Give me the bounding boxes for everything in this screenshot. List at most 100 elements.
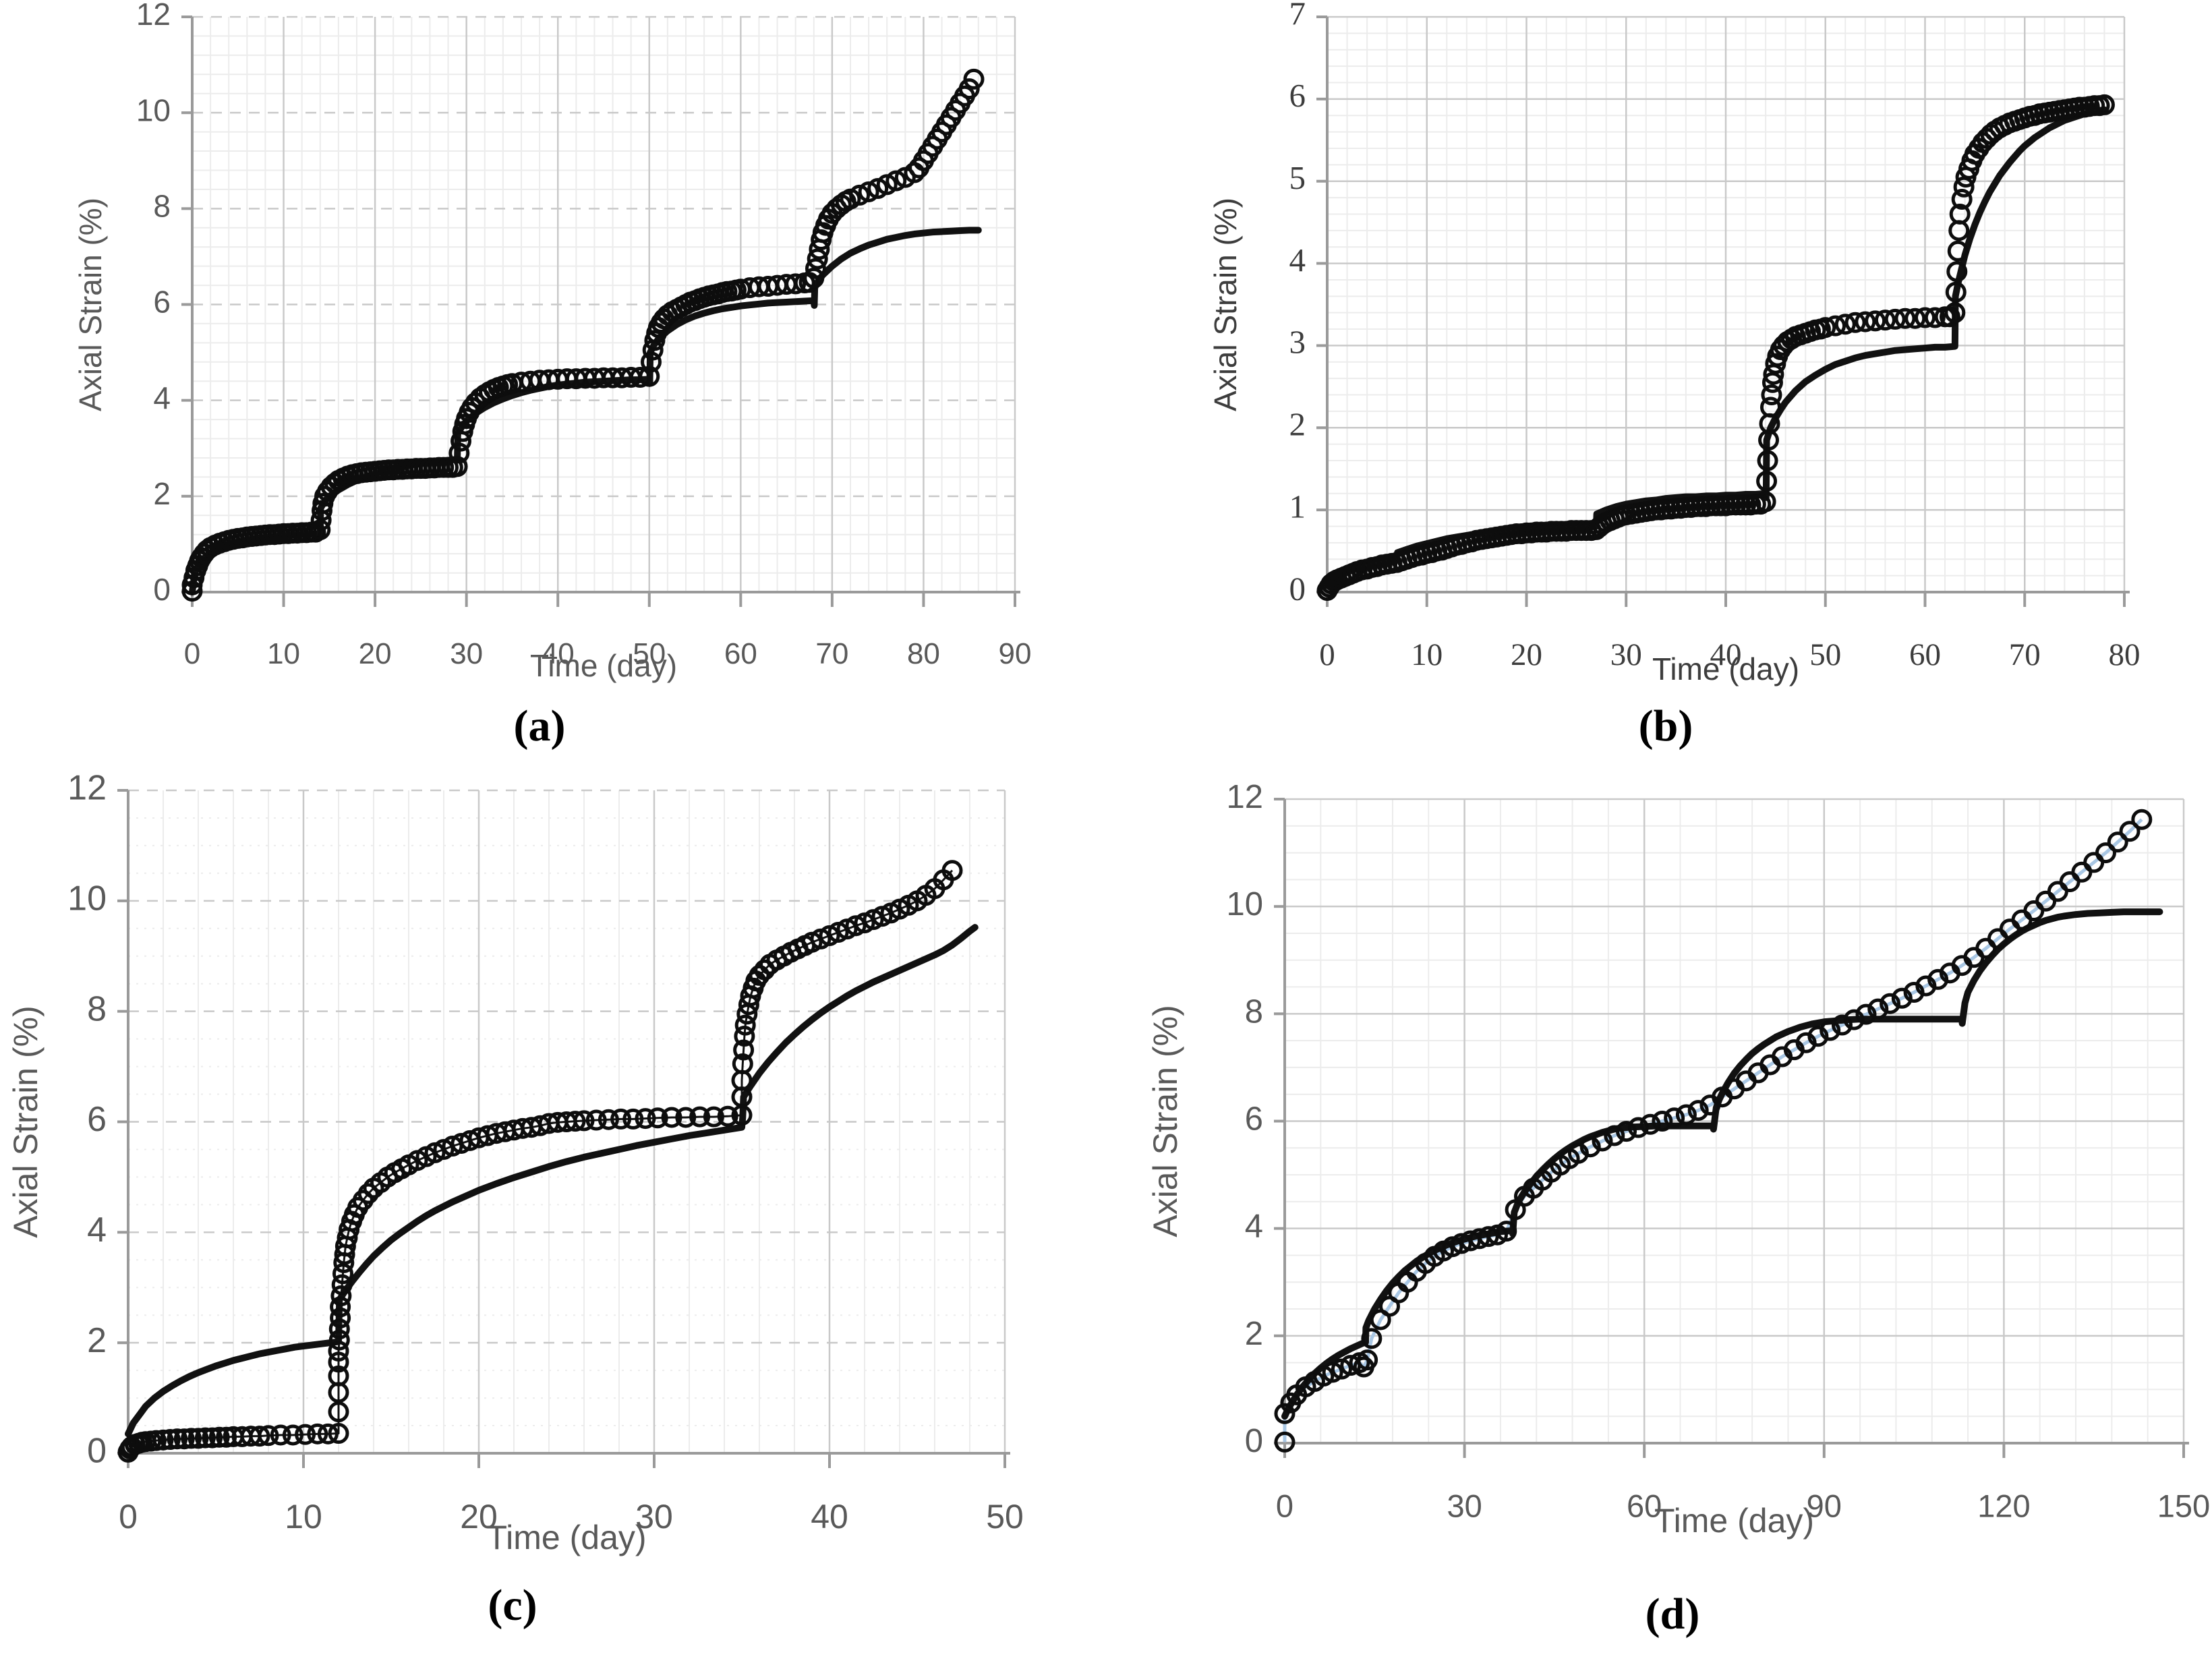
data-point-marker [1843, 1009, 1865, 1030]
panel-caption-b: (b) [1639, 701, 1693, 751]
panel-caption-d: (d) [1646, 1589, 1700, 1639]
y-tick-label: 10 [136, 92, 171, 127]
data-point-marker [332, 1263, 353, 1285]
x-tick-label: 10 [267, 637, 300, 670]
data-point-marker [1946, 261, 1968, 283]
x-tick-label: 0 [1276, 1488, 1293, 1523]
panel-caption-a: (a) [514, 701, 566, 751]
y-tick-label: 4 [87, 1210, 107, 1250]
experiment-scatter-series [117, 860, 963, 1463]
x-tick-label: 0 [1319, 637, 1335, 672]
data-point-marker [330, 1285, 352, 1307]
x-tick-label: 120 [1977, 1488, 2030, 1523]
y-tick-label: 6 [87, 1100, 107, 1139]
y-axis-title: Axial Strain (%) [1146, 1005, 1184, 1237]
chart-panel-d: 0 30 60 90 120 150 0 2 4 6 8 10 12 Axial Strain (%) Ti… [1146, 779, 2210, 1639]
x-tick-label: 60 [1909, 637, 1941, 672]
data-point-marker [1675, 1104, 1697, 1126]
y-tick-label: 6 [1245, 1101, 1263, 1137]
data-point-marker [2093, 94, 2115, 115]
data-point-marker [640, 351, 662, 373]
y-tick-label: 3 [1289, 324, 1306, 361]
data-point-marker [1815, 317, 1836, 339]
data-point-marker [208, 1426, 230, 1448]
y-axis-title: Axial Strain (%) [73, 198, 108, 411]
minor-gridlines [128, 790, 1005, 1453]
data-point-marker [1884, 308, 1906, 330]
data-point-marker [2131, 809, 2153, 830]
data-point-marker [152, 1429, 174, 1451]
data-point-marker [1759, 397, 1781, 418]
axes [1316, 16, 2130, 607]
chart-panel-c: 0 10 20 30 40 50 0 2 4 6 8 10 12 Axial Strain (%) Time… [7, 769, 1024, 1630]
data-point-marker [1639, 1113, 1661, 1135]
major-gridlines [1285, 798, 2185, 1443]
data-point-marker [805, 258, 826, 279]
chart-panel-b: 0 10 20 30 40 50 60 70 80 0 1 2 3 4 5 6 7 Axial Strain (%… [1208, 0, 2141, 751]
experiment-scatter-series [1316, 94, 2115, 602]
data-point-marker [717, 1105, 738, 1127]
data-point-marker [1880, 993, 1901, 1014]
data-point-marker [448, 442, 470, 464]
data-point-marker [202, 1427, 223, 1449]
y-tick-label: 8 [87, 989, 107, 1028]
data-point-marker [1904, 308, 1926, 329]
data-point-marker [1945, 281, 1967, 303]
data-point-marker [703, 1106, 724, 1128]
x-tick-label: 0 [119, 1498, 138, 1536]
data-point-marker [885, 170, 907, 192]
x-axis-title: Time (day) [1654, 1502, 1814, 1540]
y-axis-title: Axial Strain (%) [7, 1005, 45, 1238]
model-curve [125, 924, 979, 1438]
data-point-marker [1757, 450, 1778, 471]
x-tick-label: 10 [1411, 637, 1443, 672]
data-point-marker [1867, 998, 1889, 1020]
y-tick-label: 10 [1226, 886, 1263, 923]
data-point-marker [270, 1424, 291, 1446]
data-point-marker [2107, 831, 2128, 853]
x-tick-label: 60 [1627, 1488, 1662, 1523]
data-point-marker [1825, 315, 1846, 337]
y-tick-label: 2 [87, 1321, 107, 1360]
data-point-marker [573, 1110, 595, 1132]
data-point-marker [622, 1108, 644, 1130]
tick-labels: 0 10 20 30 40 50 0 2 4 6 8 10 12 [67, 769, 1024, 1536]
x-tick-label: 40 [542, 637, 575, 670]
data-point-marker [1820, 1020, 1841, 1041]
y-tick-label: 0 [1245, 1423, 1263, 1459]
y-tick-label: 0 [1289, 570, 1306, 607]
y-tick-label: 12 [136, 0, 171, 32]
data-point-marker [1496, 1221, 1517, 1242]
x-tick-label: 150 [2157, 1488, 2210, 1523]
data-point-marker [661, 1107, 682, 1128]
data-point-marker [1807, 1026, 1829, 1047]
experiment-scatter-series [1274, 809, 2153, 1453]
data-point-marker [754, 959, 776, 981]
data-point-marker [1855, 311, 1876, 332]
data-point-marker [585, 1109, 607, 1131]
x-axis-title: Time (day) [486, 1519, 646, 1556]
data-point-marker [2119, 821, 2141, 842]
data-point-marker [295, 1424, 316, 1445]
experiment-connector-line [127, 869, 954, 1453]
data-point-marker [1924, 307, 1946, 328]
data-point-marker [317, 1423, 339, 1444]
data-point-marker [1756, 470, 1778, 492]
data-point-marker [446, 456, 468, 477]
x-axis-title: Time (day) [530, 648, 677, 683]
data-point-marker [328, 1351, 349, 1373]
y-tick-label: 0 [153, 572, 171, 607]
y-tick-label: 5 [1289, 159, 1306, 196]
data-point-marker [858, 181, 879, 202]
chart-panel-a: 0 10 20 30 40 50 60 70 80 90 0 2 4 6 8 10 12 Axial Strain… [73, 0, 1031, 751]
x-tick-label: 70 [2009, 637, 2041, 672]
data-point-marker [941, 860, 963, 881]
data-point-marker [194, 1427, 216, 1449]
y-tick-label: 6 [153, 285, 171, 320]
data-point-marker [328, 1365, 349, 1386]
data-point-marker [1951, 189, 1973, 210]
data-point-marker [1891, 987, 1913, 1009]
x-tick-label: 10 [285, 1498, 322, 1536]
data-point-marker [639, 366, 660, 387]
